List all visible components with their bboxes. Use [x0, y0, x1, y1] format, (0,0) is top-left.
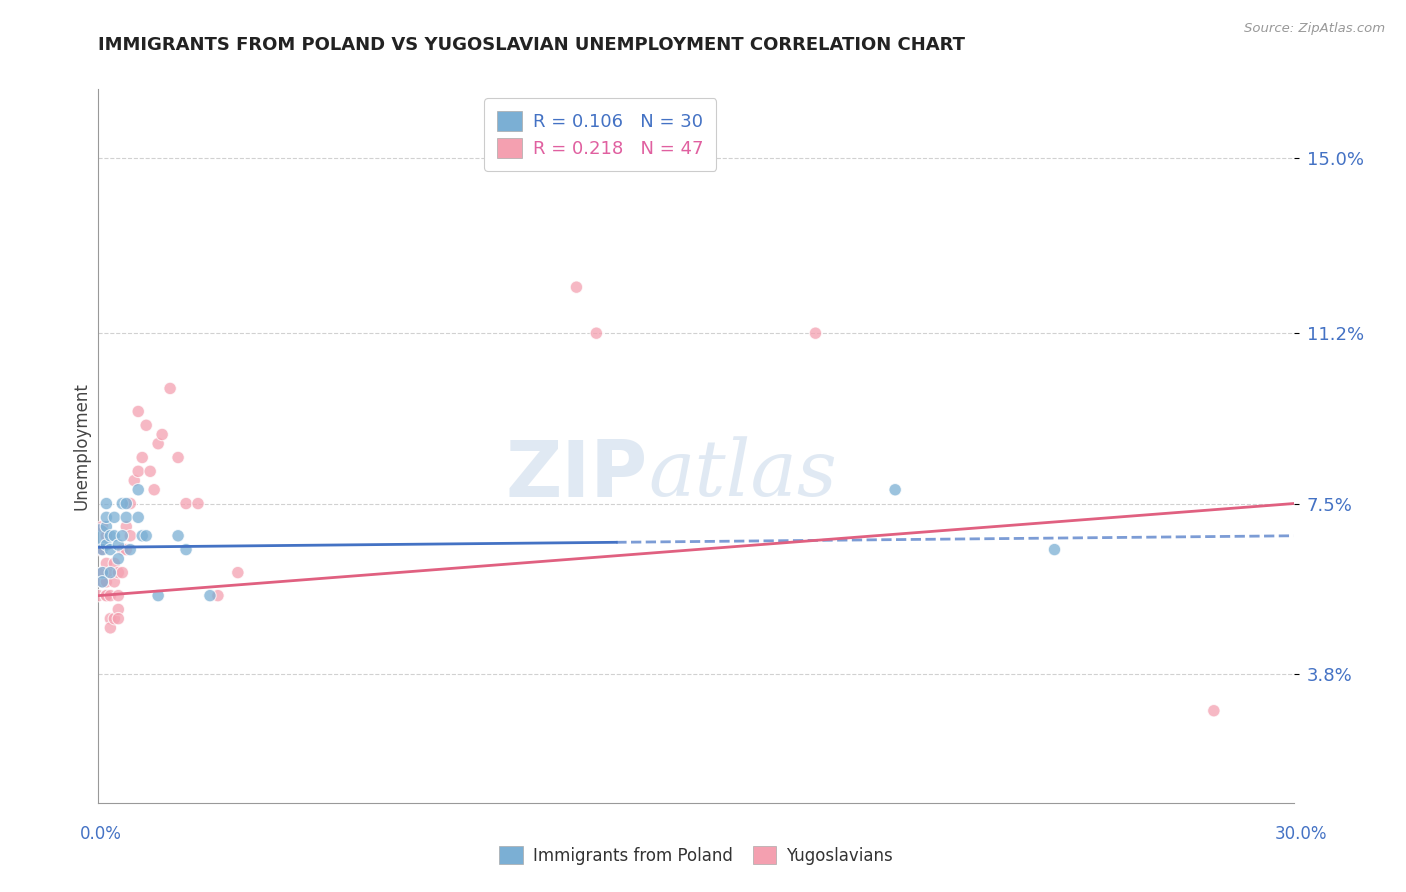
Point	[226, 566, 249, 580]
Point	[124, 474, 146, 488]
Point	[148, 436, 170, 450]
Point	[207, 589, 229, 603]
Point	[131, 529, 153, 543]
Point	[98, 612, 122, 626]
Point	[159, 381, 181, 395]
Point	[127, 483, 149, 497]
Point	[98, 566, 122, 580]
Point	[87, 529, 110, 543]
Point	[91, 566, 114, 580]
Y-axis label: Unemployment: Unemployment	[72, 382, 90, 510]
Point	[131, 450, 153, 465]
Point	[96, 529, 118, 543]
Point	[98, 589, 122, 603]
Point	[111, 497, 134, 511]
Point	[111, 542, 134, 557]
Point	[103, 529, 125, 543]
Point	[107, 538, 129, 552]
Point	[143, 483, 166, 497]
Point	[135, 529, 157, 543]
Point	[96, 510, 118, 524]
Point	[1202, 704, 1225, 718]
Point	[103, 510, 125, 524]
Text: 30.0%: 30.0%	[1274, 825, 1327, 843]
Point	[103, 612, 125, 626]
Point	[107, 612, 129, 626]
Point	[127, 464, 149, 478]
Legend: Immigrants from Poland, Yugoslavians: Immigrants from Poland, Yugoslavians	[488, 835, 904, 877]
Point	[135, 418, 157, 433]
Point	[91, 574, 114, 589]
Point	[111, 529, 134, 543]
Point	[884, 483, 907, 497]
Point	[198, 589, 221, 603]
Point	[103, 574, 125, 589]
Point	[96, 589, 118, 603]
Point	[174, 497, 197, 511]
Point	[96, 574, 118, 589]
Point	[1043, 542, 1066, 557]
Point	[96, 497, 118, 511]
Point	[103, 557, 125, 571]
Point	[98, 529, 122, 543]
Text: IMMIGRANTS FROM POLAND VS YUGOSLAVIAN UNEMPLOYMENT CORRELATION CHART: IMMIGRANTS FROM POLAND VS YUGOSLAVIAN UN…	[98, 36, 966, 54]
Point	[167, 529, 190, 543]
Text: atlas: atlas	[648, 436, 837, 513]
Point	[804, 326, 827, 341]
Point	[87, 542, 110, 557]
Point	[91, 566, 114, 580]
Point	[107, 551, 129, 566]
Point	[91, 542, 114, 557]
Text: 0.0%: 0.0%	[80, 825, 122, 843]
Point	[96, 538, 118, 552]
Point	[167, 450, 190, 465]
Point	[107, 602, 129, 616]
Point	[91, 574, 114, 589]
Point	[107, 566, 129, 580]
Point	[91, 542, 114, 557]
Point	[91, 519, 114, 533]
Point	[98, 542, 122, 557]
Point	[115, 510, 138, 524]
Point	[187, 497, 209, 511]
Point	[565, 280, 588, 294]
Point	[585, 326, 607, 341]
Point	[98, 621, 122, 635]
Point	[120, 497, 142, 511]
Point	[115, 519, 138, 533]
Point	[96, 589, 118, 603]
Point	[174, 542, 197, 557]
Point	[98, 566, 122, 580]
Point	[96, 557, 118, 571]
Point	[111, 566, 134, 580]
Point	[127, 404, 149, 418]
Point	[148, 589, 170, 603]
Point	[127, 510, 149, 524]
Point	[115, 542, 138, 557]
Point	[87, 589, 110, 603]
Point	[115, 497, 138, 511]
Point	[120, 542, 142, 557]
Text: ZIP: ZIP	[506, 436, 648, 513]
Point	[139, 464, 162, 478]
Text: Source: ZipAtlas.com: Source: ZipAtlas.com	[1244, 22, 1385, 36]
Point	[107, 589, 129, 603]
Point	[96, 519, 118, 533]
Point	[150, 427, 173, 442]
Point	[120, 529, 142, 543]
